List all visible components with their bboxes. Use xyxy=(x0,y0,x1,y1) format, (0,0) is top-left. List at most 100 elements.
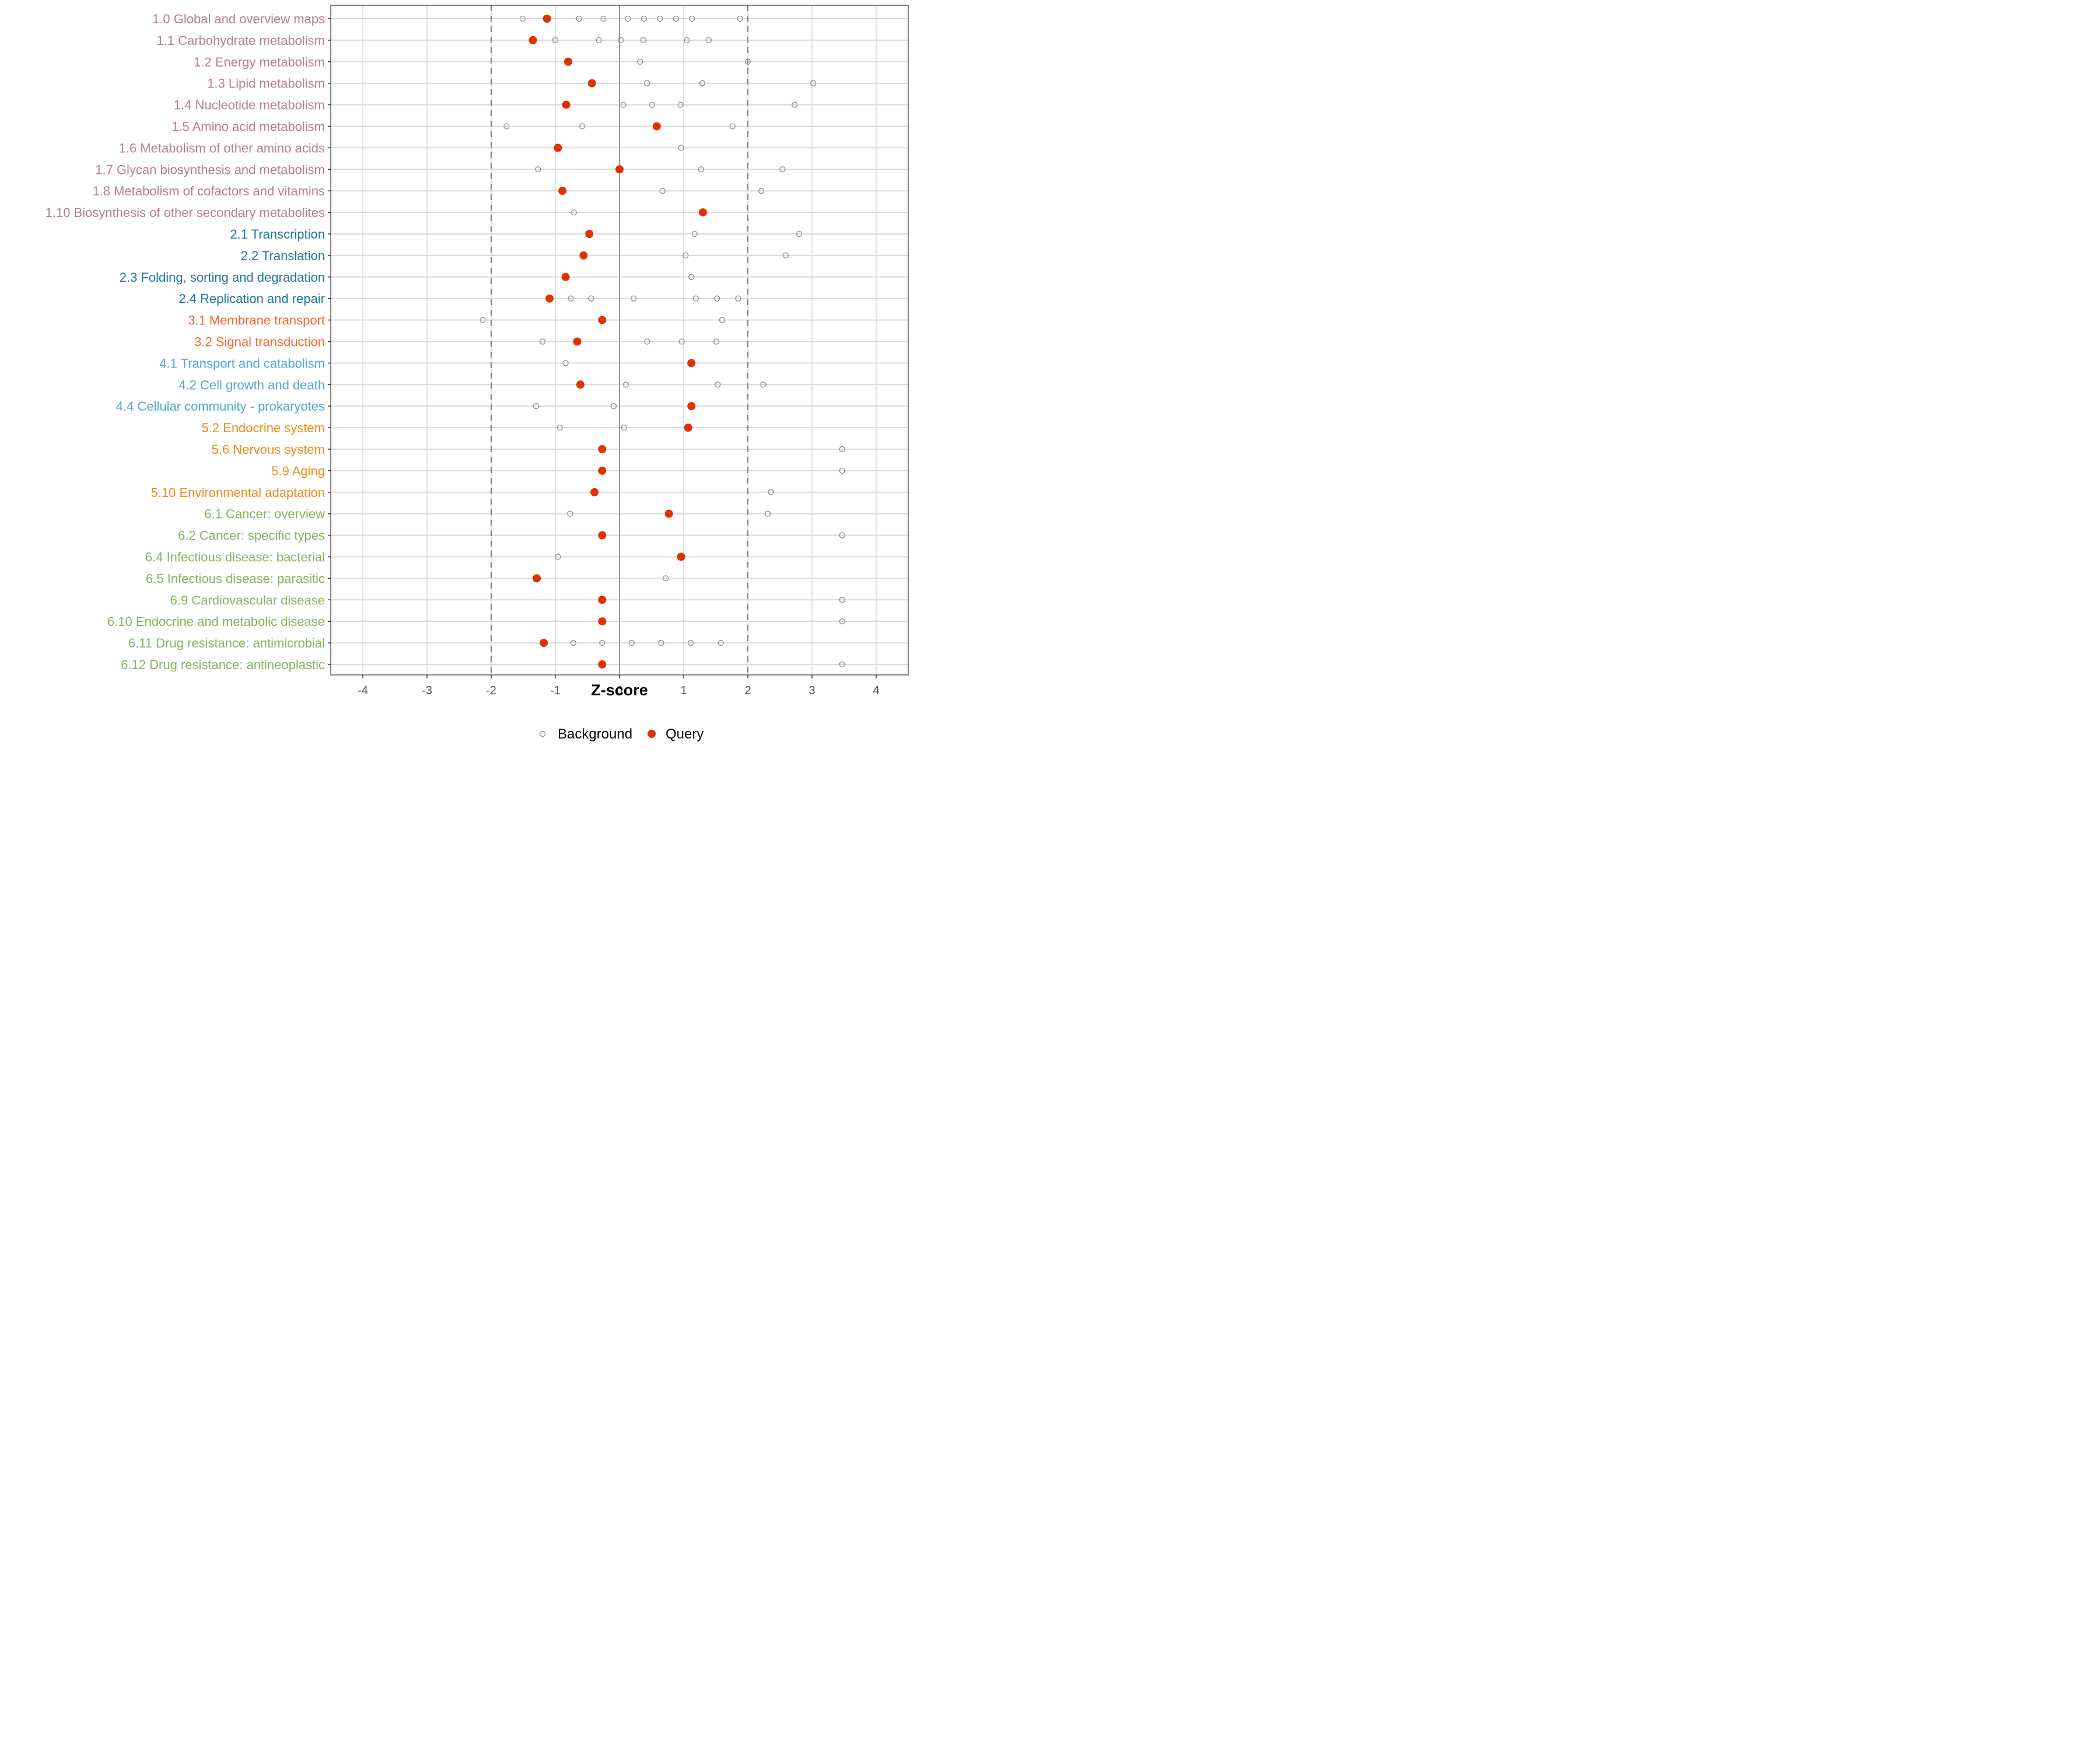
y-axis-labels: 1.0 Global and overview maps 1.1 Carbohyd… xyxy=(46,12,331,672)
y-tick-label: 4.1 Transport and catabolism xyxy=(159,356,325,370)
background-point xyxy=(839,446,845,453)
data-points xyxy=(480,15,845,668)
y-tick-label: 1.6 Metabolism of other amino acids xyxy=(119,141,325,155)
reference-lines xyxy=(491,5,748,675)
background-point xyxy=(673,15,679,22)
query-point xyxy=(545,294,554,303)
background-point xyxy=(640,15,647,22)
y-tick-label: 5.2 Endocrine system xyxy=(201,421,325,435)
y-tick-label: 2.2 Translation xyxy=(241,249,325,263)
query-point xyxy=(684,424,692,432)
y-tick-label: 1.3 Lipid metabolism xyxy=(207,76,325,91)
zscore-dot-plot: 1.0 Global and overview maps 1.1 Carbohyd… xyxy=(46,5,909,742)
background-point xyxy=(839,618,845,625)
background-point xyxy=(631,295,637,302)
background-point xyxy=(839,597,845,603)
query-point xyxy=(562,100,570,109)
query-point xyxy=(540,639,548,648)
background-point xyxy=(658,639,664,646)
background-point xyxy=(535,166,541,173)
query-point xyxy=(542,15,551,23)
background-point xyxy=(729,123,736,130)
x-tick-label: 3 xyxy=(808,684,815,697)
query-point xyxy=(687,359,696,368)
y-tick-label: 2.4 Replication and repair xyxy=(178,292,325,306)
x-tick-label: -1 xyxy=(550,684,561,697)
background-point xyxy=(678,145,684,151)
y-tick-label: 1.4 Nucleotide metabolism xyxy=(174,98,325,113)
x-tick-label: 4 xyxy=(873,684,879,697)
query-point xyxy=(687,402,696,411)
query-point xyxy=(558,187,567,195)
x-tick-label: 1 xyxy=(680,684,687,697)
background-point xyxy=(719,317,726,323)
background-point xyxy=(713,338,720,345)
background-point xyxy=(768,489,774,495)
query-point xyxy=(598,596,607,604)
y-tick-label: 1.0 Global and overview maps xyxy=(152,12,325,26)
background-point xyxy=(555,554,561,560)
background-point xyxy=(715,382,721,388)
background-point xyxy=(640,37,646,44)
x-tick-label: 0 xyxy=(616,684,622,697)
y-tick-label: 1.7 Glycan biosynthesis and metabolism xyxy=(95,162,325,177)
background-point xyxy=(620,102,626,108)
x-tick-label: -3 xyxy=(422,684,432,697)
legend-background-key xyxy=(539,730,546,737)
background-point xyxy=(649,102,656,108)
background-point xyxy=(810,80,817,86)
background-point xyxy=(567,510,573,517)
query-point xyxy=(554,144,562,152)
background-point xyxy=(625,15,631,22)
y-tick-label: 6.4 Infectious disease: bacterial xyxy=(145,550,325,565)
y-tick-label: 1.10 Biosynthesis of other secondary met… xyxy=(46,205,325,220)
legend-query-key xyxy=(648,730,656,738)
query-point xyxy=(598,617,607,626)
background-point xyxy=(600,15,607,22)
y-tick-label: 6.5 Infectious disease: parasitic xyxy=(146,571,325,586)
background-point xyxy=(684,37,690,44)
background-point xyxy=(699,80,706,86)
query-point xyxy=(528,36,537,44)
background-point xyxy=(839,467,845,474)
y-tick-label: 1.2 Energy metabolism xyxy=(194,55,325,69)
background-point xyxy=(677,102,684,108)
y-tick-label: 6.1 Cancer: overview xyxy=(204,507,325,522)
query-point xyxy=(564,57,572,66)
x-tick-label: -4 xyxy=(358,684,368,697)
query-point xyxy=(533,574,541,583)
x-axis-title: Z-score xyxy=(591,681,648,699)
background-point xyxy=(764,510,771,517)
y-tick-label: 4.2 Cell growth and death xyxy=(178,377,325,392)
y-tick-label: 3.2 Signal transduction xyxy=(194,335,325,349)
background-point xyxy=(659,188,666,194)
background-point xyxy=(744,58,751,65)
background-point xyxy=(692,295,699,302)
y-tick-label: 2.3 Folding, sorting and degradation xyxy=(120,270,325,285)
background-point xyxy=(599,639,606,646)
background-point xyxy=(579,123,586,130)
y-tick-label: 4.4 Cellular community - prokaryotes xyxy=(116,399,325,414)
background-point xyxy=(637,58,643,65)
legend-query-label: Query xyxy=(666,726,704,742)
background-point xyxy=(839,532,845,538)
query-point xyxy=(561,272,570,281)
background-point xyxy=(737,15,743,22)
query-point xyxy=(652,122,661,131)
background-point xyxy=(480,317,486,323)
x-tick-label: 2 xyxy=(744,684,751,697)
background-point xyxy=(621,424,627,431)
background-point xyxy=(622,382,629,388)
background-point xyxy=(556,424,563,431)
y-tick-label: 6.12 Drug resistance: antineoplastic xyxy=(121,657,325,672)
background-point xyxy=(539,338,546,345)
query-point xyxy=(615,165,624,174)
background-point xyxy=(576,15,582,22)
y-tick-label: 1.8 Metabolism of cofactors and vitamins xyxy=(92,184,325,198)
query-point xyxy=(587,79,596,88)
background-point xyxy=(796,230,803,237)
background-point xyxy=(760,382,766,388)
background-point xyxy=(782,252,789,259)
background-point xyxy=(714,295,720,302)
background-point xyxy=(663,575,669,582)
